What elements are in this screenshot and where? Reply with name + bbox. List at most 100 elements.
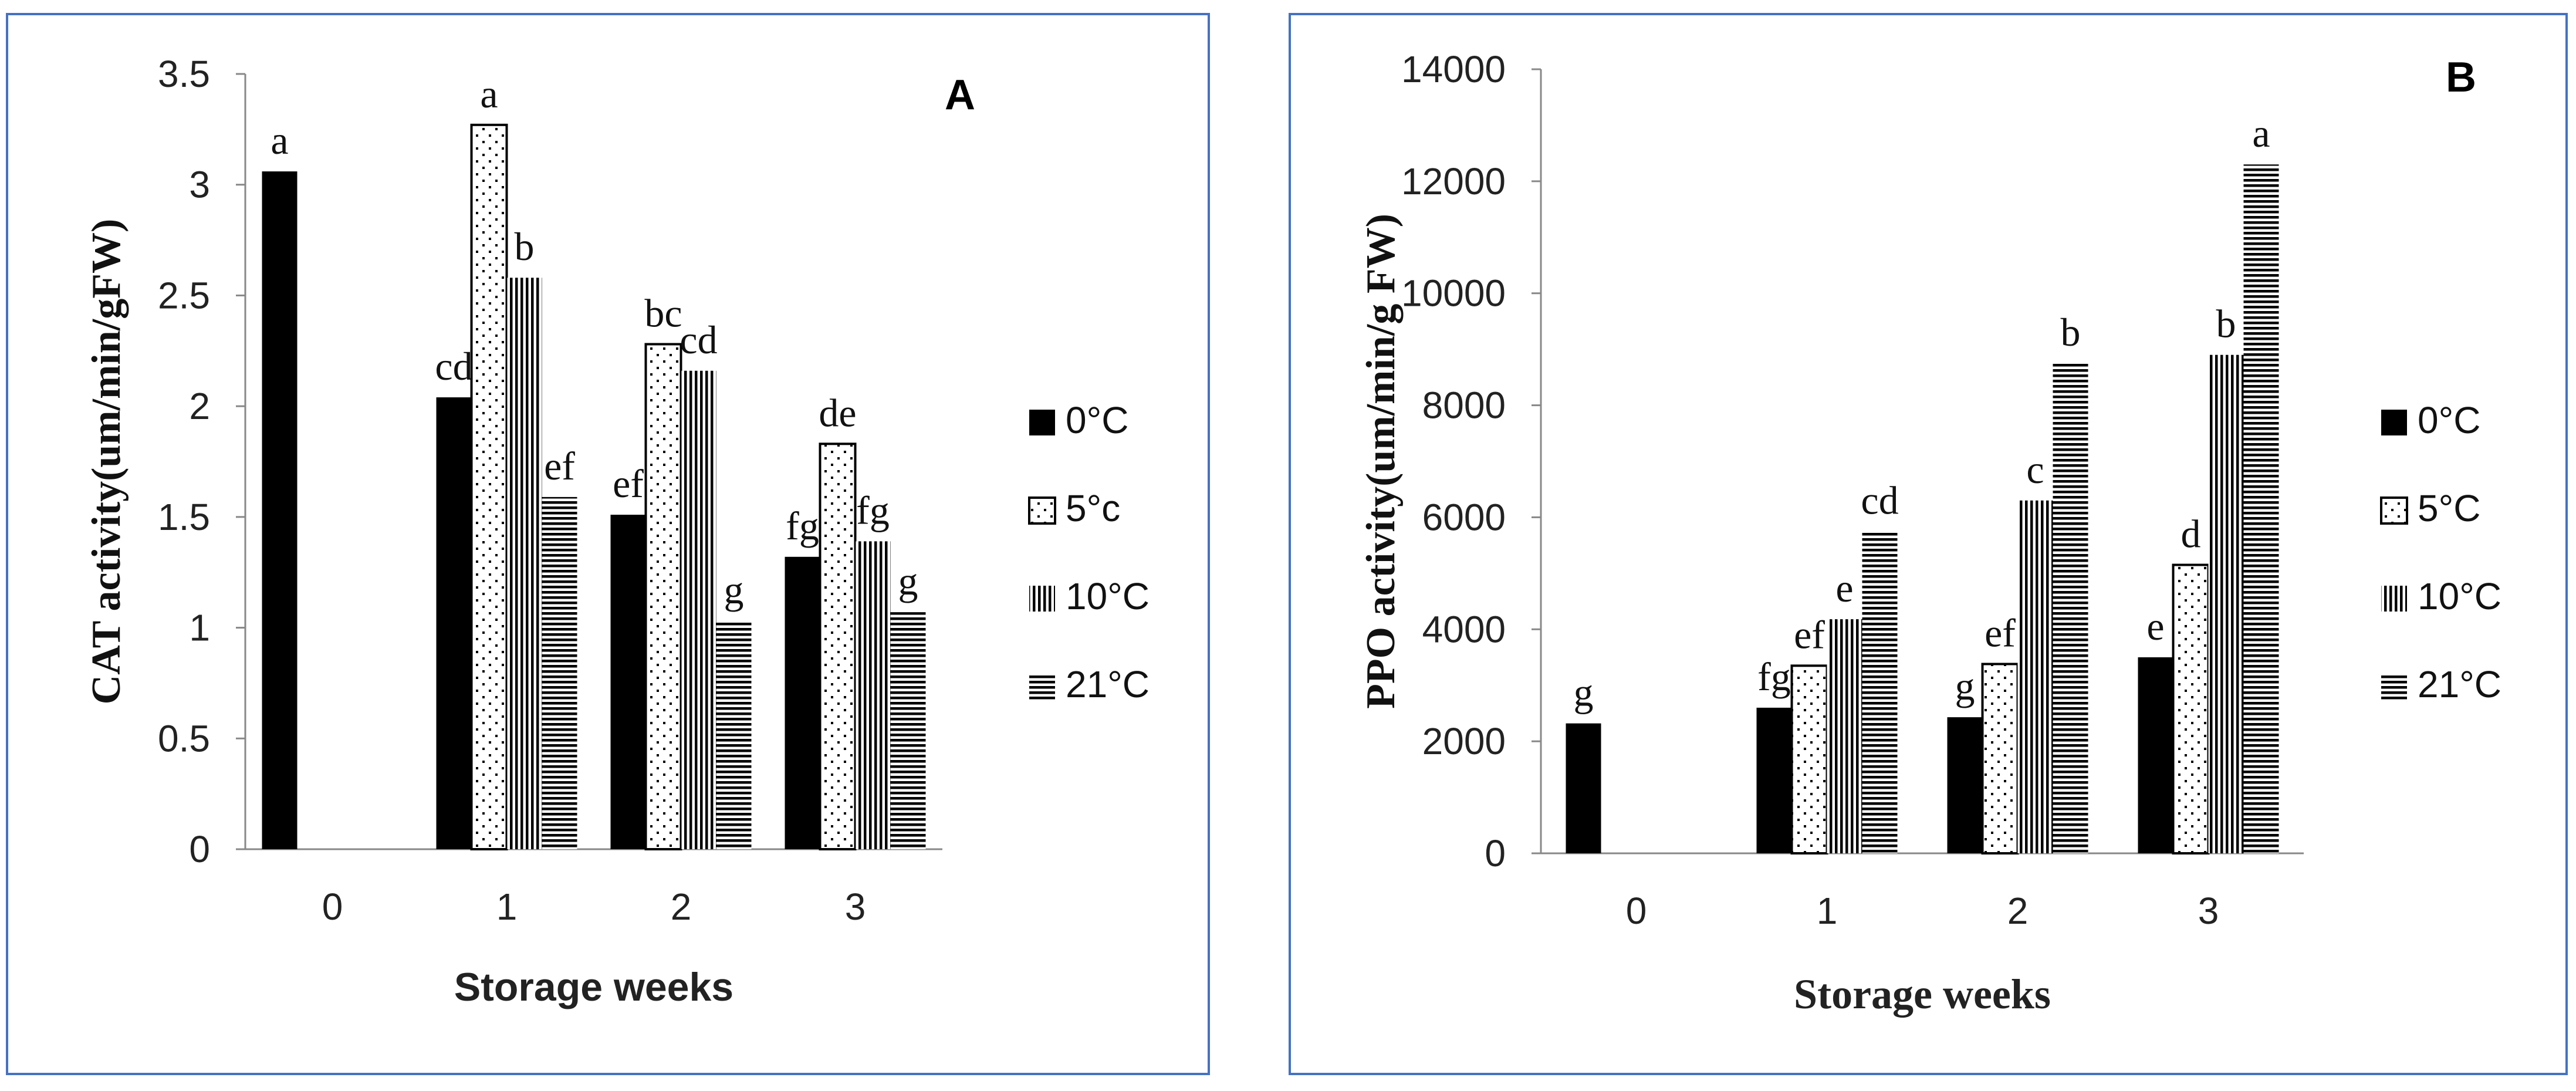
y-tick-label: 0 — [1485, 832, 1506, 874]
y-axis-title: PPO activity(um/min/g FW) — [1358, 214, 1404, 709]
bar-dots-cat3 — [819, 443, 857, 850]
significance-label: cd — [435, 344, 472, 389]
panel-label: A — [945, 72, 975, 119]
significance-label: b — [2216, 302, 2236, 346]
significance-label: ef — [613, 461, 644, 506]
bar-solid-cat3 — [785, 556, 820, 849]
bar-vlines-cat3 — [2208, 354, 2244, 853]
x-tick-label: 3 — [2198, 890, 2219, 932]
legend-label: 10°C — [2418, 575, 2501, 617]
significance-label: a — [2252, 111, 2270, 156]
bar-dots-cat2 — [644, 343, 682, 850]
y-tick-label: 1.5 — [158, 496, 210, 538]
significance-label: e — [2146, 604, 2164, 648]
significance-label: g — [1955, 664, 1975, 708]
y-tick-label: 8000 — [1422, 384, 1506, 427]
bar-hlines-cat2 — [716, 621, 752, 849]
bar-solid-cat2 — [1947, 717, 1983, 853]
bar-vlines-cat3 — [855, 541, 891, 849]
significance-label: de — [819, 390, 856, 435]
y-tick-label: 12000 — [1401, 160, 1506, 202]
bar-dots-cat3 — [2172, 563, 2210, 854]
bar-hlines-cat3 — [890, 612, 926, 849]
bar-hlines-cat1 — [542, 496, 577, 849]
legend-label: 0°C — [2418, 399, 2480, 441]
legend-swatch — [1028, 496, 1056, 525]
legend-swatch — [1029, 586, 1055, 612]
x-tick-label: 0 — [322, 886, 343, 928]
significance-label: fg — [1757, 654, 1791, 699]
x-axis-title: Storage weeks — [1794, 971, 2051, 1018]
bar-solid-cat1 — [436, 397, 472, 849]
significance-label: fg — [856, 488, 890, 532]
bar-solid-cat0 — [1566, 723, 1601, 853]
x-tick-label: 1 — [496, 886, 518, 928]
y-tick-label: 3.5 — [158, 53, 210, 95]
significance-label: g — [724, 568, 744, 612]
legend-label: 5°C — [2418, 487, 2480, 529]
y-tick-label: 14000 — [1401, 48, 1506, 90]
legend-swatch — [1029, 410, 1055, 435]
panel-label: B — [2446, 54, 2476, 101]
significance-label: ef — [1985, 610, 2016, 655]
x-axis-title: Storage weeks — [454, 965, 733, 1009]
legend-swatch — [2380, 496, 2408, 525]
bar-solid-cat0 — [262, 171, 298, 849]
bar-hlines-cat3 — [2243, 164, 2279, 854]
significance-label: c — [2026, 447, 2044, 492]
chart-panel-b: 0 2000 4000 6000 8000 10000 12000 14000 0 1 2 3 g fg g… — [1289, 13, 2568, 1075]
bar-vlines-cat1 — [1827, 619, 1862, 853]
y-tick-label: 3 — [189, 164, 210, 206]
bar-hlines-cat2 — [2053, 363, 2088, 853]
y-tick-label: 2 — [189, 385, 210, 427]
x-tick-label: 1 — [1817, 890, 1838, 932]
x-tick-label: 0 — [1626, 890, 1647, 932]
y-tick-label: 0.5 — [158, 717, 210, 759]
significance-label: cd — [1861, 478, 1898, 522]
significance-label: ef — [544, 444, 575, 488]
significance-label: g — [1574, 670, 1594, 715]
bar-dots-cat1 — [470, 123, 508, 850]
significance-label: a — [480, 72, 498, 116]
bar-dots-cat1 — [1790, 664, 1828, 855]
x-tick-label: 3 — [845, 886, 866, 928]
significance-label: ef — [1794, 612, 1825, 657]
bar-vlines-cat2 — [2017, 500, 2053, 853]
legend-swatch — [2381, 410, 2407, 435]
significance-label: cd — [680, 317, 717, 362]
significance-label: d — [2181, 512, 2201, 556]
bar-hlines-cat1 — [1862, 531, 1898, 853]
bar-dots-cat2 — [1981, 663, 2019, 854]
y-tick-label: 6000 — [1422, 496, 1506, 538]
y-tick-label: 0 — [189, 828, 210, 870]
y-axis-title: CAT activity(um/min/gFW) — [84, 219, 129, 705]
bar-solid-cat3 — [2138, 657, 2173, 853]
significance-label: e — [1835, 566, 1853, 610]
legend-label: 5°c — [1066, 487, 1120, 529]
bar-solid-cat1 — [1756, 707, 1792, 853]
significance-label: b — [2061, 310, 2081, 354]
significance-label: fg — [786, 504, 819, 548]
y-tick-label: 4000 — [1422, 608, 1506, 650]
legend-label: 10°C — [1066, 575, 1150, 617]
legend-label: 21°C — [1066, 663, 1150, 705]
x-tick-label: 2 — [2007, 890, 2029, 932]
bar-vlines-cat1 — [506, 278, 542, 850]
chart-b-svg: 0 2000 4000 6000 8000 10000 12000 14000 0 1 2 3 g fg g… — [1358, 48, 2501, 1018]
chart-a-svg: 0 0.5 1 1.5 2 2.5 3 3.5 0 1 2 3 a cd ef fg a bc de b cd fg ef g… — [84, 53, 1150, 1009]
y-tick-label: 10000 — [1401, 272, 1506, 315]
bar-vlines-cat2 — [681, 370, 716, 849]
chart-panel-a: 0 0.5 1 1.5 2 2.5 3 3.5 0 1 2 3 a cd ef fg a bc de b cd fg ef g… — [6, 13, 1210, 1075]
legend-swatch — [2381, 586, 2407, 612]
significance-label: bc — [644, 291, 682, 335]
y-tick-label: 1 — [189, 607, 210, 649]
y-tick-label: 2.5 — [158, 274, 210, 316]
y-tick-label: 2000 — [1422, 720, 1506, 762]
significance-label: g — [898, 559, 918, 603]
bar-solid-cat2 — [610, 515, 646, 849]
x-tick-label: 2 — [671, 886, 692, 928]
significance-label: b — [515, 224, 535, 269]
legend-label: 0°C — [1066, 399, 1128, 441]
legend-swatch — [2381, 674, 2407, 700]
legend-swatch — [1029, 674, 1055, 700]
